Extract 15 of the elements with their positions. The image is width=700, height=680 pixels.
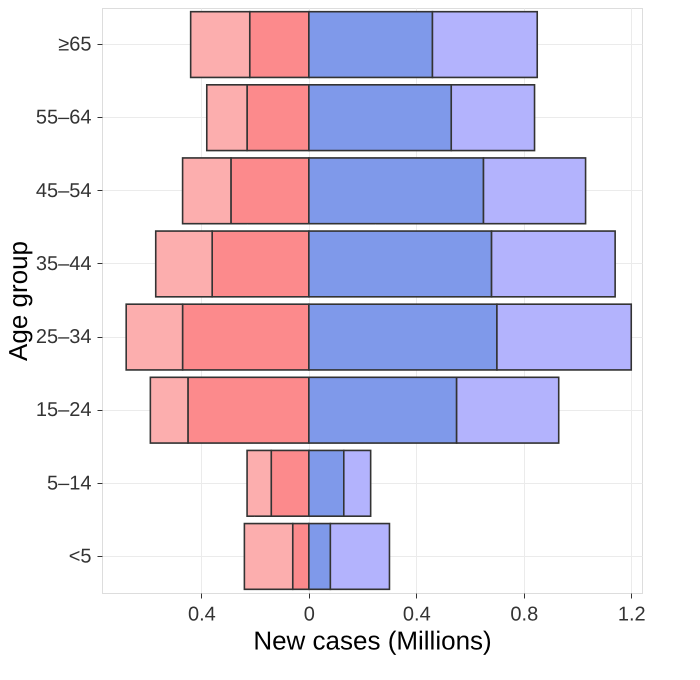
y-tick-label: 15–24 xyxy=(36,399,92,422)
x-axis-title: New cases (Millions) xyxy=(253,626,492,656)
x-tick-label: 1.2 xyxy=(618,604,646,626)
x-tick-label: 0.8 xyxy=(510,604,538,626)
y-tick-label: <5 xyxy=(68,545,92,568)
y-axis-title: Age group xyxy=(2,241,33,361)
y-tick-label: 35–44 xyxy=(36,252,92,275)
y-tick-label: ≥65 xyxy=(58,34,92,56)
y-tick-label: 45–54 xyxy=(36,180,92,202)
y-tick-label: 5–14 xyxy=(47,472,92,494)
x-tick-label: 0.4 xyxy=(402,604,431,626)
y-tick-label: 25–34 xyxy=(36,326,92,348)
x-tick-label: 0 xyxy=(304,604,315,626)
y-tick-label: 55–64 xyxy=(36,106,92,129)
x-tick-label: 0.4 xyxy=(188,604,216,626)
